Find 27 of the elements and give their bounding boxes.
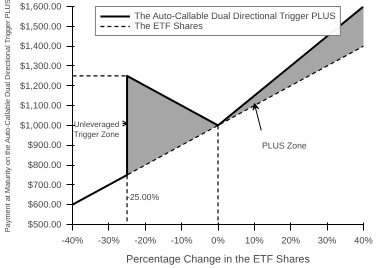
y-tick-label: $1,300.00 [20, 60, 62, 71]
x-axis-title: Percentage Change in the ETF Shares [126, 254, 310, 266]
y-tick-label: $800.00 [28, 160, 62, 170]
y-tick-label: $700.00 [28, 180, 62, 190]
y-tick-label: $1,400.00 [20, 41, 62, 52]
y-tick-label: $1,000.00 [20, 120, 62, 130]
x-tick-label: 0% [211, 236, 225, 246]
x-tick-label: -10% [170, 236, 193, 246]
legend-label: The ETF Shares [134, 21, 203, 31]
x-tick-label: -40% [62, 236, 84, 246]
y-tick-label: $1,200.00 [20, 80, 62, 91]
y-tick-label: $900.00 [28, 140, 62, 150]
y-tick-label: $1,600.00 [20, 2, 62, 12]
x-tick-label: 30% [318, 236, 336, 246]
y-tick-label: $600.00 [28, 200, 62, 210]
x-tick-label: -20% [134, 236, 156, 246]
y-tick-label: $500.00 [28, 220, 62, 230]
y-tick-label: $1,100.00 [20, 100, 62, 111]
y-tick-label: $1,500.00 [20, 21, 62, 32]
annotation: PLUS Zone [262, 140, 307, 151]
legend-label: The Auto-Callable Dual Directional Trigger PLUS [134, 11, 336, 21]
x-tick-label: -30% [98, 236, 120, 246]
annotation: Unleveraged Trigger Zone [74, 120, 120, 139]
x-tick-label: 20% [281, 236, 300, 246]
annotation: -25.00% [126, 192, 160, 202]
x-tick-label: 40% [354, 236, 373, 246]
x-tick-label: 10% [245, 236, 264, 246]
